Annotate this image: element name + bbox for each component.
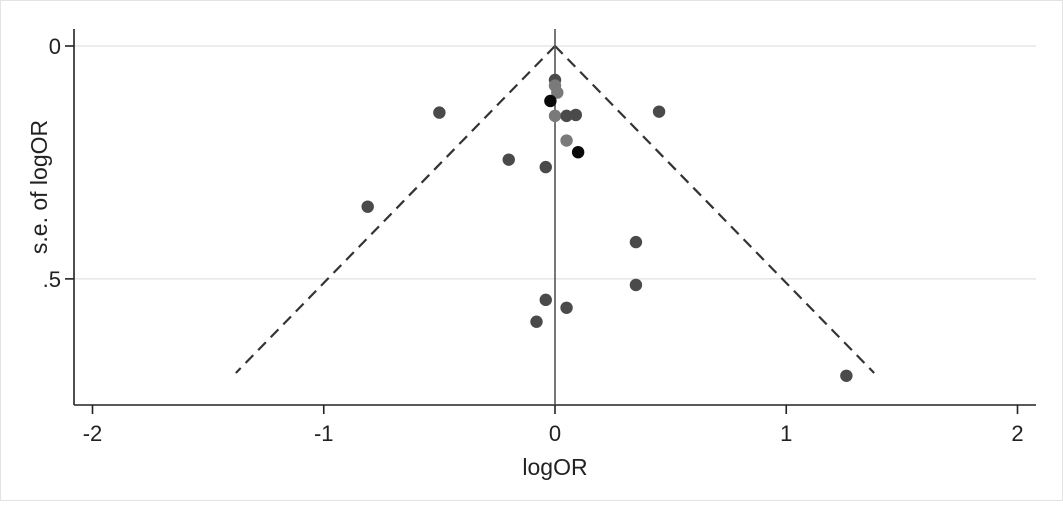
- data-point: [530, 315, 543, 328]
- x-axis-title: logOR: [522, 454, 587, 480]
- y-ticks: 0.5: [43, 34, 74, 292]
- data-point: [629, 278, 643, 292]
- x-tick-label: 1: [780, 421, 792, 446]
- data-point: [539, 293, 552, 307]
- data-point: [629, 235, 643, 249]
- x-tick-label: 2: [1011, 421, 1023, 446]
- data-point: [560, 301, 573, 314]
- data-point: [840, 369, 853, 382]
- pseudo-ci-lines: [235, 45, 875, 374]
- y-axis-title: s.e. of logOR: [26, 120, 52, 254]
- data-point: [560, 134, 573, 147]
- y-tick-label: .5: [43, 267, 61, 292]
- data-point: [548, 109, 562, 123]
- data-point: [539, 160, 552, 174]
- pseudo-ci-left-line: [235, 45, 556, 374]
- data-point: [551, 86, 564, 99]
- data-points: [361, 73, 853, 382]
- data-point: [433, 106, 446, 119]
- data-point: [652, 105, 666, 118]
- pseudo-ci-right-line: [554, 45, 875, 374]
- data-point: [361, 200, 374, 213]
- data-point: [544, 94, 557, 108]
- x-tick-label: -1: [314, 421, 334, 446]
- x-tick-label: -2: [83, 421, 103, 446]
- data-point: [502, 153, 515, 166]
- data-point: [571, 145, 585, 159]
- x-ticks: -2 -1 0 1 2: [83, 405, 1024, 446]
- data-point: [560, 109, 573, 123]
- y-tick-label: 0: [49, 34, 61, 59]
- data-point: [569, 108, 583, 122]
- x-tick-label: 0: [549, 421, 561, 446]
